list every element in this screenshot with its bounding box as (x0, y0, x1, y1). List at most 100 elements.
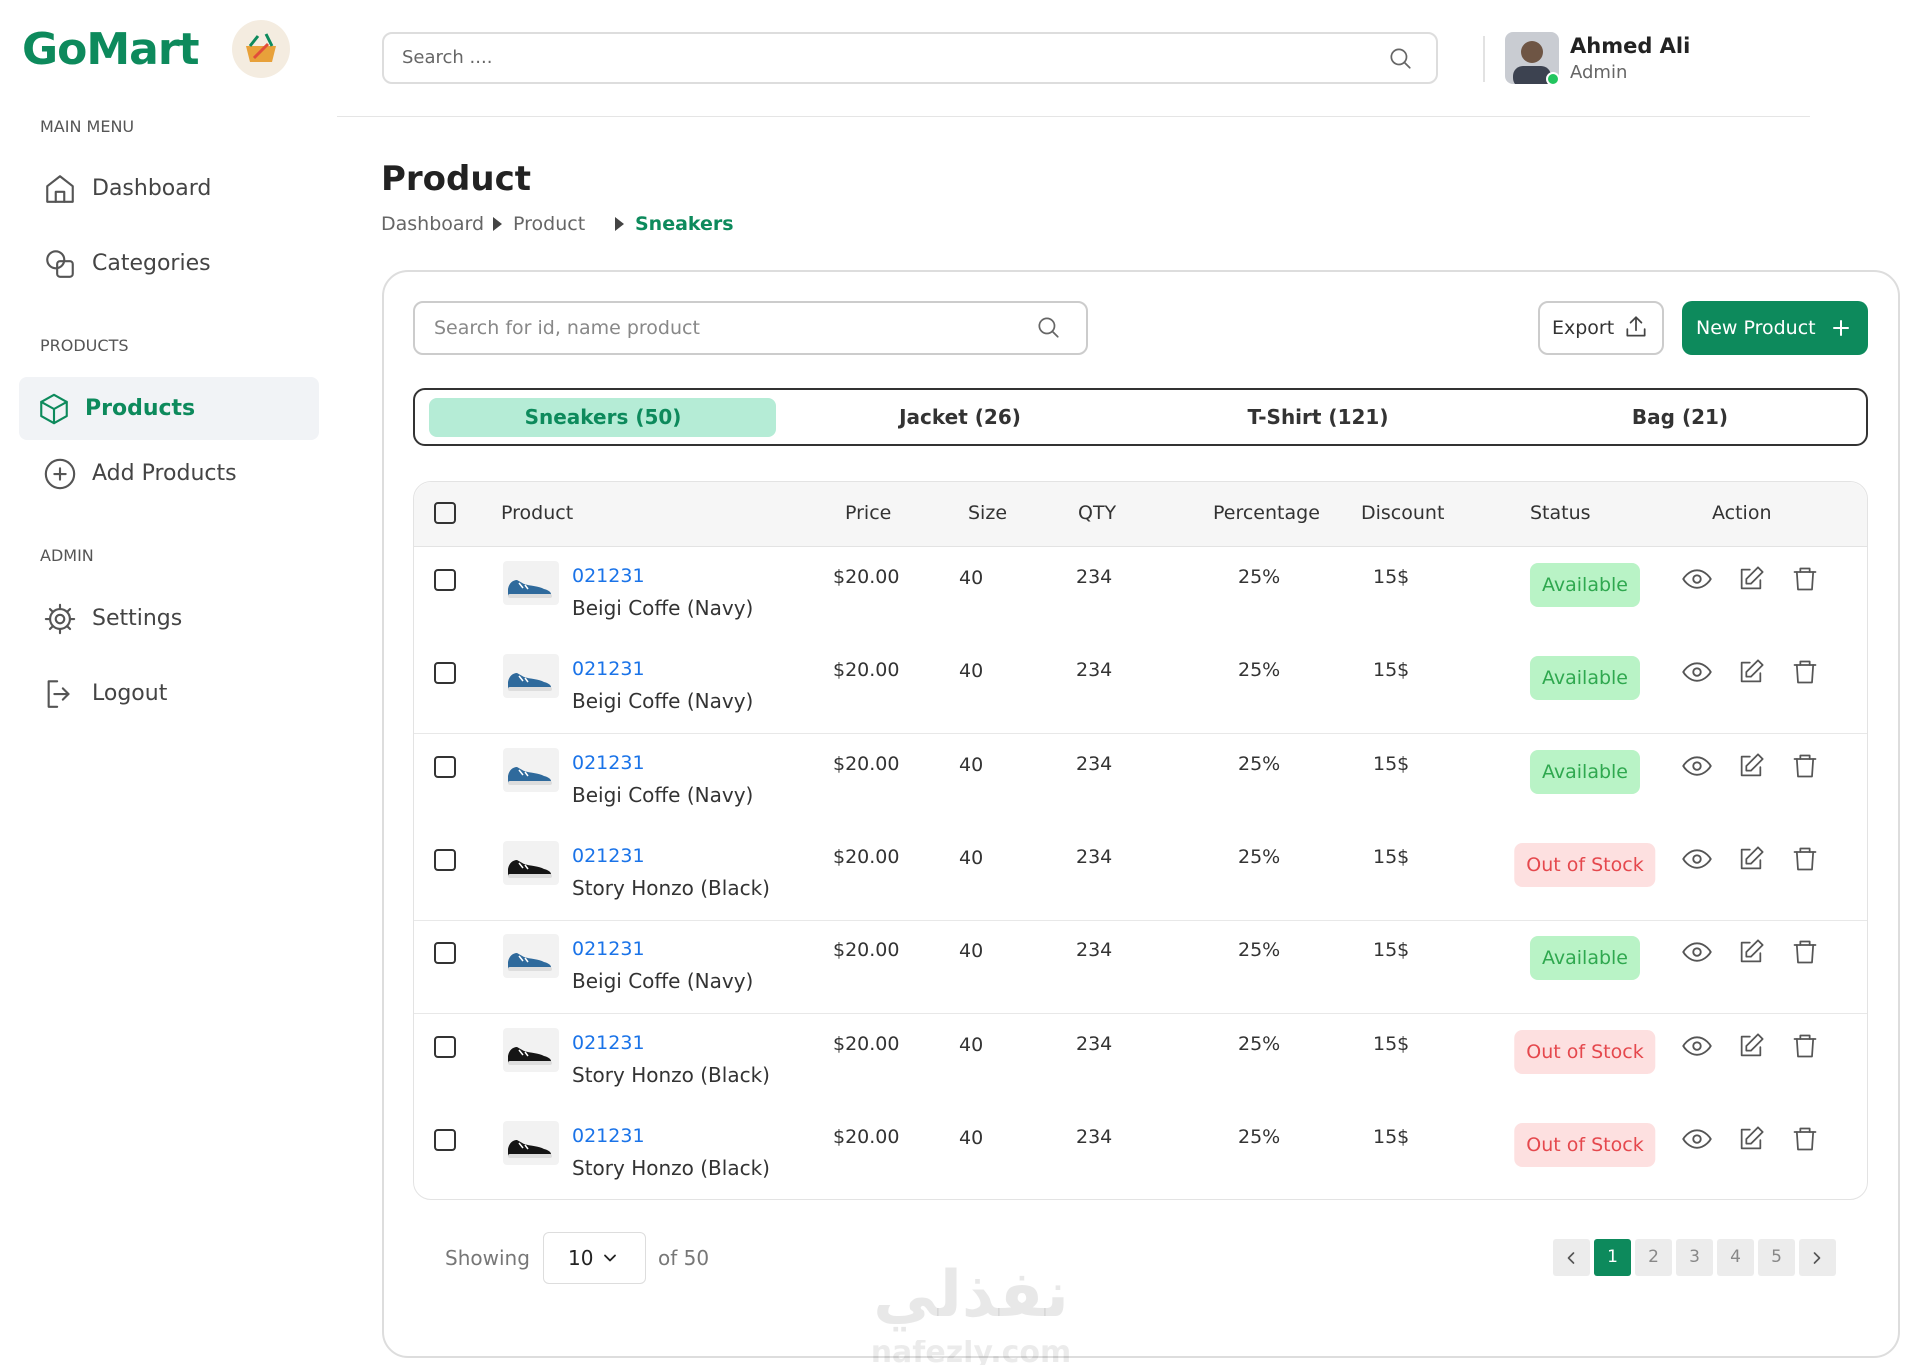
plus-icon (1829, 316, 1853, 340)
price: $20.00 (833, 1125, 900, 1148)
delete-icon[interactable] (1791, 1032, 1819, 1060)
checkbox[interactable] (434, 942, 456, 965)
prev-page[interactable] (1553, 1239, 1590, 1276)
export-button[interactable] (1538, 301, 1664, 355)
checkbox[interactable] (434, 502, 456, 524)
header-search[interactable] (382, 32, 1438, 84)
checkbox[interactable] (434, 848, 456, 871)
edit-icon[interactable] (1737, 565, 1765, 593)
checkbox[interactable] (434, 569, 456, 591)
product-search[interactable] (413, 301, 1088, 355)
product-id[interactable]: 021231 (572, 565, 645, 587)
product-search-placeholder: Search for id, name product (434, 317, 700, 339)
product-card (382, 270, 1900, 1358)
delete-icon[interactable] (1791, 658, 1819, 686)
next-page[interactable] (1799, 1239, 1836, 1276)
column-header: Percentage (1213, 502, 1320, 524)
tab[interactable]: Jacket (26) (899, 405, 1021, 429)
checkbox[interactable] (434, 1035, 456, 1058)
edit-icon[interactable] (1737, 845, 1765, 873)
column-header: Discount (1361, 502, 1445, 524)
table-header-bg (414, 482, 1867, 547)
edit-icon[interactable] (1737, 1032, 1765, 1060)
delete-icon[interactable] (1791, 1125, 1819, 1153)
logo-icon (232, 20, 290, 78)
product-id[interactable]: 021231 (572, 1124, 645, 1147)
menu-item[interactable]: Products (85, 396, 196, 421)
page-button[interactable]: 5 (1758, 1239, 1795, 1276)
online-dot (1546, 72, 1560, 86)
edit-icon[interactable] (1737, 752, 1765, 780)
edit-icon[interactable] (1737, 658, 1765, 686)
breadcrumb-item[interactable]: Dashboard (381, 213, 485, 235)
product-id[interactable]: 021231 (572, 658, 645, 681)
view-icon[interactable] (1682, 657, 1712, 687)
header-divider (1483, 36, 1485, 82)
menu-icon (43, 602, 77, 636)
active-tab-bg (429, 398, 776, 437)
product-thumbnail (503, 934, 559, 979)
column-header: QTY (1078, 502, 1117, 524)
page-button[interactable]: 2 (1635, 1239, 1672, 1276)
menu-icon (37, 392, 71, 426)
per-page-select[interactable] (543, 1232, 646, 1284)
discount: 15$ (1373, 845, 1410, 868)
tab[interactable]: T-Shirt (121) (1247, 405, 1389, 429)
product-thumbnail (503, 840, 559, 885)
table (413, 481, 1868, 1200)
discount: 15$ (1373, 939, 1410, 962)
menu-icon (43, 247, 77, 281)
delete-icon[interactable] (1791, 565, 1819, 593)
percentage: 25% (1238, 939, 1281, 962)
breadcrumb-item: Sneakers (635, 213, 734, 235)
menu-item[interactable]: Settings (92, 606, 183, 631)
breadcrumb-arrow (615, 217, 624, 231)
breadcrumb-item[interactable]: Product (513, 213, 586, 235)
checkbox[interactable] (434, 1128, 456, 1151)
view-icon[interactable] (1682, 937, 1712, 967)
page-button[interactable]: 4 (1717, 1239, 1754, 1276)
product-name: Story Honzo (Black) (572, 1155, 770, 1180)
edit-icon[interactable] (1737, 938, 1765, 966)
view-icon[interactable] (1682, 564, 1712, 594)
showing-label: Showing (445, 1246, 530, 1270)
product-id[interactable]: 021231 (572, 938, 645, 961)
price: $20.00 (833, 566, 900, 588)
edit-icon[interactable] (1737, 1125, 1765, 1153)
size: 40 (959, 1033, 984, 1056)
product-id[interactable]: 021231 (572, 1031, 645, 1054)
status-badge: Available (1529, 656, 1641, 701)
discount: 15$ (1373, 566, 1410, 588)
view-icon[interactable] (1682, 1031, 1712, 1061)
delete-icon[interactable] (1791, 752, 1819, 780)
qty: 234 (1076, 1032, 1113, 1055)
page-button[interactable]: 3 (1676, 1239, 1713, 1276)
checkbox[interactable] (434, 662, 456, 685)
delete-icon[interactable] (1791, 845, 1819, 873)
menu-item[interactable]: Add Products (92, 461, 237, 486)
product-name: Beigi Coffe (Navy) (572, 689, 754, 714)
menu-item[interactable]: Dashboard (92, 176, 212, 201)
qty: 234 (1076, 845, 1113, 868)
menu-item[interactable]: Logout (92, 681, 168, 706)
menu-icon (43, 677, 77, 711)
watermark-url: nafezly.com (870, 1340, 1072, 1365)
page-button[interactable]: 1 (1594, 1239, 1631, 1276)
menu-item[interactable]: Categories (92, 251, 211, 276)
delete-icon[interactable] (1791, 938, 1819, 966)
price: $20.00 (833, 845, 900, 868)
status-badge: Available (1529, 749, 1641, 794)
view-icon[interactable] (1682, 844, 1712, 874)
tab[interactable]: Sneakers (50) (524, 405, 682, 429)
column-header: Action (1712, 502, 1772, 524)
price: $20.00 (833, 1032, 900, 1055)
view-icon[interactable] (1682, 751, 1712, 781)
product-id[interactable]: 021231 (572, 751, 645, 774)
qty: 234 (1076, 752, 1113, 775)
view-icon[interactable] (1682, 1124, 1712, 1154)
export-label: Export (1552, 317, 1615, 339)
product-id[interactable]: 021231 (572, 844, 645, 867)
checkbox[interactable] (434, 755, 456, 778)
tab[interactable]: Bag (21) (1631, 405, 1729, 429)
